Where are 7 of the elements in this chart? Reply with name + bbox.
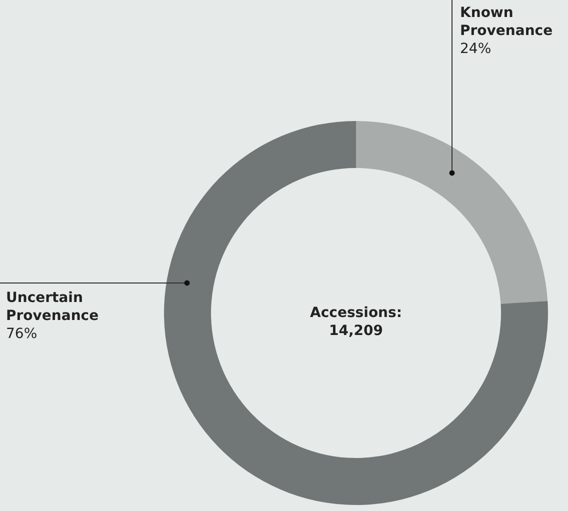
slice-label: Uncertain Provenance — [6, 290, 99, 324]
donut-slice — [164, 121, 548, 505]
slice-label: Known Provenance — [460, 5, 553, 39]
data-label: 76% — [6, 326, 38, 342]
data-label: 24% — [460, 41, 492, 57]
text: Accessions: 14,209 — [310, 305, 402, 339]
donut-slice — [356, 121, 548, 304]
